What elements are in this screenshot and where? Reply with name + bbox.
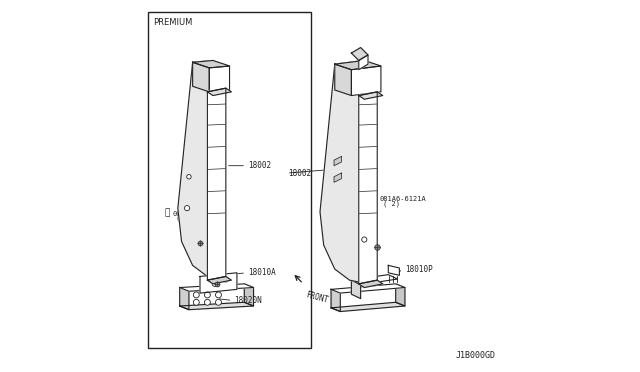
Polygon shape [200, 273, 237, 293]
Circle shape [216, 299, 221, 305]
Circle shape [204, 299, 211, 305]
Polygon shape [334, 157, 341, 166]
Polygon shape [178, 61, 222, 280]
Polygon shape [388, 265, 399, 275]
Polygon shape [207, 276, 232, 284]
Polygon shape [351, 280, 360, 299]
Polygon shape [193, 61, 230, 68]
Bar [148, 13, 311, 349]
Polygon shape [396, 284, 405, 306]
Polygon shape [351, 66, 381, 96]
Circle shape [216, 292, 221, 298]
Text: 081A6-6121A: 081A6-6121A [172, 211, 219, 217]
Circle shape [362, 237, 367, 242]
Polygon shape [359, 92, 377, 284]
Polygon shape [359, 92, 383, 99]
Polygon shape [359, 55, 368, 70]
Text: 18010P: 18010P [405, 264, 433, 273]
Polygon shape [209, 66, 230, 92]
Polygon shape [359, 280, 383, 288]
Polygon shape [207, 88, 232, 96]
Text: 18010A: 18010A [248, 268, 276, 277]
Circle shape [193, 299, 199, 305]
Circle shape [362, 281, 367, 286]
Polygon shape [331, 302, 405, 311]
Polygon shape [244, 284, 253, 306]
Circle shape [211, 278, 216, 283]
Text: ( 2): ( 2) [176, 215, 193, 221]
Text: J1B000GD: J1B000GD [456, 350, 495, 359]
Text: 18002: 18002 [289, 169, 312, 177]
Polygon shape [331, 284, 405, 293]
Circle shape [212, 281, 218, 286]
Text: Ⓑ: Ⓑ [164, 208, 170, 218]
Circle shape [184, 206, 189, 211]
Polygon shape [180, 302, 253, 310]
Text: ( 2): ( 2) [383, 200, 400, 206]
Polygon shape [320, 61, 376, 284]
Polygon shape [180, 284, 253, 291]
Circle shape [372, 280, 378, 286]
Circle shape [223, 277, 228, 282]
Text: 081A6-6121A: 081A6-6121A [380, 196, 426, 202]
Text: FRONT: FRONT [304, 290, 329, 305]
Circle shape [187, 174, 191, 179]
Text: PREMIUM: PREMIUM [153, 18, 192, 27]
Circle shape [204, 292, 211, 298]
Text: 18020N: 18020N [234, 296, 262, 305]
Text: 18002: 18002 [248, 161, 271, 170]
Polygon shape [193, 62, 209, 92]
Polygon shape [334, 173, 341, 182]
Polygon shape [351, 48, 368, 61]
Text: Ⓑ: Ⓑ [371, 193, 376, 202]
Polygon shape [331, 289, 340, 311]
Polygon shape [351, 275, 397, 285]
Polygon shape [335, 61, 381, 70]
Circle shape [193, 292, 199, 298]
Polygon shape [207, 88, 226, 280]
Polygon shape [180, 288, 189, 310]
Polygon shape [335, 64, 351, 96]
